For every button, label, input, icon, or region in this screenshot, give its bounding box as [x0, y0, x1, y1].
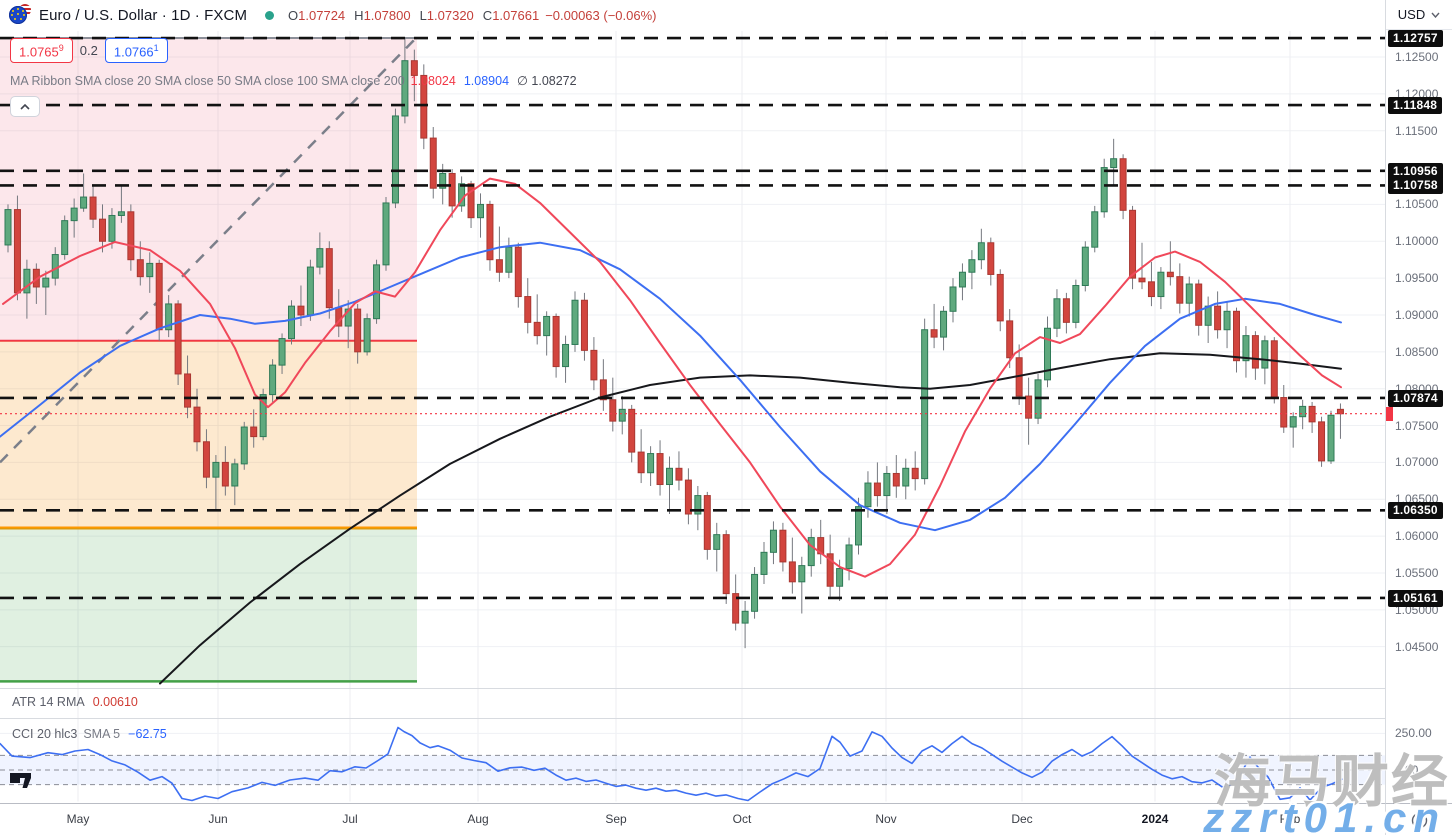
- chart-canvas[interactable]: [0, 0, 1385, 803]
- chevron-down-icon: [1431, 12, 1440, 18]
- axis-price-label: 1.06000: [1395, 529, 1439, 544]
- range-zones: [0, 36, 418, 683]
- time-axis-label: Jul: [342, 812, 358, 826]
- candles: [4, 37, 1344, 649]
- sma200-line[interactable]: [159, 352, 1342, 685]
- cci-scale-label: 250.00: [1395, 726, 1432, 741]
- cci-line[interactable]: [0, 726, 1343, 802]
- drawing-overlay: 1.07659 0.2 1.07661 MA Ribbon SMA close …: [10, 38, 577, 118]
- time-axis-label: Feb: [1279, 812, 1301, 826]
- clock-icon: [1411, 812, 1428, 828]
- symbol-title[interactable]: Euro / U.S. Dollar · 1D · FXCM: [39, 7, 248, 24]
- axis-price-label: 1.09000: [1395, 307, 1439, 322]
- current-price-tick: [1386, 406, 1393, 421]
- axis-price-badge: 1.11848: [1388, 97, 1443, 115]
- time-axis-label: 2024: [1141, 812, 1169, 826]
- time-axis-label: Oct: [732, 812, 752, 826]
- cci-legend[interactable]: CCI 20 hlc3 SMA 5 −62.75: [12, 727, 167, 741]
- axis-price-label: 1.04500: [1395, 639, 1439, 654]
- eurusd-pair-icon: [9, 3, 31, 26]
- axis-price-label: 1.10000: [1395, 234, 1439, 249]
- ohlc-values: O1.07724 H1.07800 L1.07320 C1.07661: [288, 8, 539, 23]
- currency-dropdown[interactable]: USD: [1386, 0, 1452, 30]
- atr-legend[interactable]: ATR 14 RMA 0.00610: [12, 695, 138, 709]
- axis-price-label: 1.07500: [1395, 418, 1439, 433]
- ohlc-item: O1.07724: [288, 8, 346, 23]
- chevron-up-icon: [20, 103, 30, 110]
- key-level-lines[interactable]: [0, 36, 1385, 600]
- axis-price-badge: 1.12757: [1388, 30, 1443, 48]
- time-axis-label: Nov: [875, 812, 897, 826]
- cci-scale-label: 0.00: [1395, 763, 1419, 777]
- eu-flag-icon: [9, 5, 27, 24]
- ohlc-item: C1.07661: [482, 8, 540, 23]
- axis-price-badge: 1.06350: [1388, 502, 1443, 520]
- axis-price-label: 1.12500: [1395, 50, 1439, 64]
- risk-ratio-label: 0.2: [79, 43, 98, 59]
- axis-price-badge: 1.05161: [1388, 589, 1443, 607]
- axis-price-label: 1.08500: [1395, 344, 1439, 359]
- axis-price-label: 1.07000: [1395, 455, 1439, 470]
- price-change: −0.00063 (−0.06%): [545, 8, 657, 23]
- session-clock-corner[interactable]: [1385, 803, 1452, 835]
- sma20-line[interactable]: [2, 177, 1342, 578]
- axis-price-badge: 1.10956: [1388, 162, 1443, 180]
- entry-price-tag[interactable]: 1.07661: [104, 38, 168, 64]
- market-open-dot-icon: [265, 11, 275, 20]
- time-axis[interactable]: MayJunJulAugSepOctNovDec2024Feb26: [0, 803, 1422, 835]
- sma50-line[interactable]: [0, 241, 1342, 532]
- axis-price-badge: 1.10758: [1388, 177, 1443, 195]
- axis-price-badge: 1.07874: [1388, 389, 1443, 407]
- ohlc-item: L1.07320: [419, 8, 474, 23]
- axis-price-label: 1.09500: [1395, 271, 1439, 286]
- tradingview-logo-icon[interactable]: [9, 769, 36, 794]
- stop-price-tag[interactable]: 1.07659: [10, 38, 73, 64]
- axis-price-label: 1.11500: [1395, 123, 1438, 138]
- time-axis-label: May: [66, 812, 90, 826]
- ma-ribbon-legend[interactable]: MA Ribbon SMA close 20 SMA close 50 SMA …: [10, 74, 577, 89]
- time-axis-label: Sep: [605, 812, 627, 826]
- time-axis-label: Jun: [208, 812, 228, 826]
- time-axis-label: Aug: [467, 812, 489, 826]
- ohlc-item: H1.07800: [354, 8, 411, 23]
- axis-price-label: 1.10500: [1395, 197, 1439, 212]
- collapse-legend-button[interactable]: [10, 96, 40, 118]
- price-axis[interactable]: USD 1.12500 1.12000 1.11500 1.10500 1.10000 1…: [1385, 0, 1452, 803]
- chart-header: Euro / U.S. Dollar · 1D · FXCM O1.07724 H…: [0, 0, 1385, 31]
- axis-price-label: 1.05500: [1395, 565, 1439, 580]
- time-axis-label: Dec: [1011, 812, 1033, 826]
